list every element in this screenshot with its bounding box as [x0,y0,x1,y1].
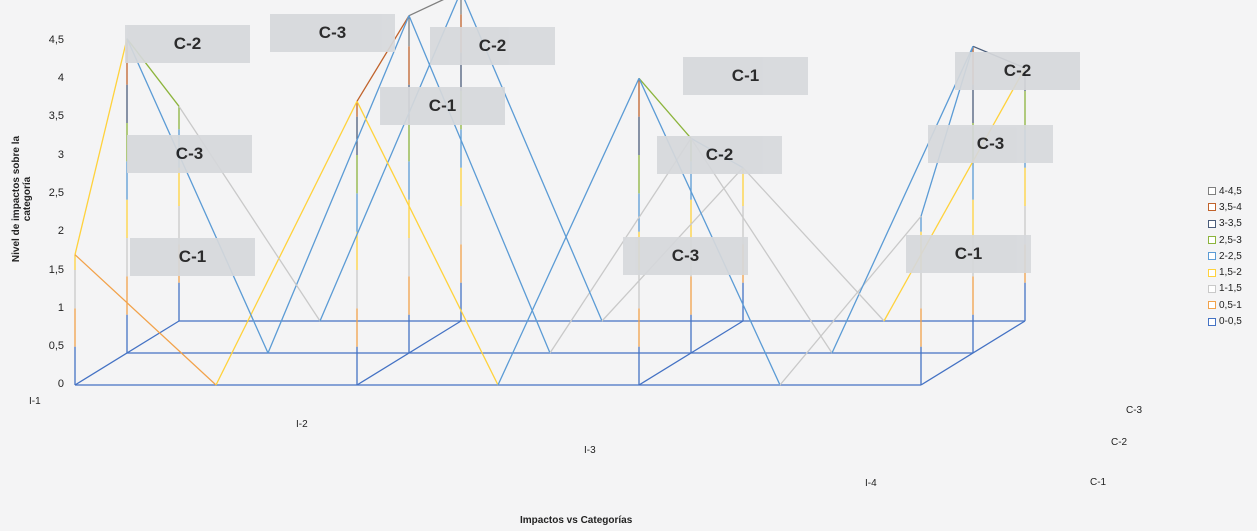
callout-c1-i2: C-1 [380,87,505,125]
surface-fold [690,137,833,354]
legend-item: 0-0,5 [1208,313,1242,329]
callout-c3-i4: C-3 [928,125,1053,163]
legend-swatch [1208,187,1216,196]
legend-label: 1,5-2 [1219,267,1242,279]
legend-item: 4-4,5 [1208,183,1242,199]
legend-label: 2-2,5 [1219,250,1242,262]
surface-fold [549,137,692,354]
callout-c1-i1: C-1 [130,238,255,276]
surface-fold [74,254,217,386]
legend-label: 3-3,5 [1219,218,1242,230]
y-tick: 4,5 [48,34,64,46]
surface-fold [779,215,922,386]
callout-c3-i1: C-3 [127,135,252,173]
legend-swatch [1208,236,1216,245]
legend-swatch [1208,284,1216,293]
callout-c3-i3: C-3 [623,237,748,275]
category-axis-label-c3: C-3 [1126,405,1143,416]
impact-label-i1: I-1 [29,396,41,407]
callout-c2-i1: C-2 [125,25,250,63]
surface-fold [831,46,974,354]
surface-ridge [638,77,692,139]
legend-swatch [1208,252,1216,261]
legend-label: 0,5-1 [1219,299,1242,311]
legend-swatch [1208,301,1216,310]
callout-c1-i4: C-1 [906,235,1031,273]
category-axis-label-c1: C-1 [1090,477,1107,488]
callout-c1-i3: C-1 [683,57,808,95]
callout-c2-i2: C-2 [430,27,555,65]
callout-c3-i2: C-3 [270,14,395,52]
legend-swatch [1208,317,1216,326]
surface-fold [497,78,640,386]
legend-item: 2,5-3 [1208,232,1242,248]
legend: 4-4,5 3,5-4 3-3,5 2,5-3 2-2,5 1,5-2 1-1,… [1208,183,1242,330]
surface-fold [126,38,269,354]
legend-swatch [1208,203,1216,212]
legend-label: 3,5-4 [1219,201,1242,213]
impact-label-i2: I-2 [296,419,308,430]
legend-item: 0,5-1 [1208,297,1242,313]
y-axis-label: Nivel de impactos sobre la categoría [11,135,33,263]
surface-fold [638,78,781,386]
y-tick: 2 [57,225,64,237]
legend-swatch [1208,268,1216,277]
y-tick: 0,5 [48,340,64,352]
legend-label: 4-4,5 [1219,185,1242,197]
legend-label: 0-0,5 [1219,316,1242,328]
y-tick: 3,5 [48,110,64,122]
legend-item: 1,5-2 [1208,264,1242,280]
x-axis-label: Impactos vs Categorías [520,515,633,526]
y-tick: 0 [57,378,64,390]
category-axis-label-c2: C-2 [1111,437,1128,448]
surface-ridge [74,38,128,255]
surface-fold [215,101,358,386]
y-tick: 2,5 [48,187,64,199]
legend-item: 3-3,5 [1208,216,1242,232]
surface-ridge [356,15,410,102]
y-tick: 4 [57,72,64,84]
legend-label: 2,5-3 [1219,234,1242,246]
y-tick: 3 [57,149,64,161]
legend-item: 2-2,5 [1208,248,1242,264]
callout-c2-i4: C-2 [955,52,1080,90]
y-tick: 1 [57,302,64,314]
impact-label-i3: I-3 [584,445,596,456]
legend-swatch [1208,219,1216,228]
surface-fold [408,15,551,354]
surface-fold [356,101,499,386]
callout-c2-i3: C-2 [657,136,782,174]
legend-item: 1-1,5 [1208,281,1242,297]
legend-item: 3,5-4 [1208,199,1242,215]
y-tick: 1,5 [48,264,64,276]
surface-fold [742,167,885,322]
surface-fold [267,15,410,354]
surface-fold [883,67,1026,322]
surface-ridge [408,0,445,17]
impact-label-i4: I-4 [865,478,877,489]
legend-label: 1-1,5 [1219,283,1242,295]
